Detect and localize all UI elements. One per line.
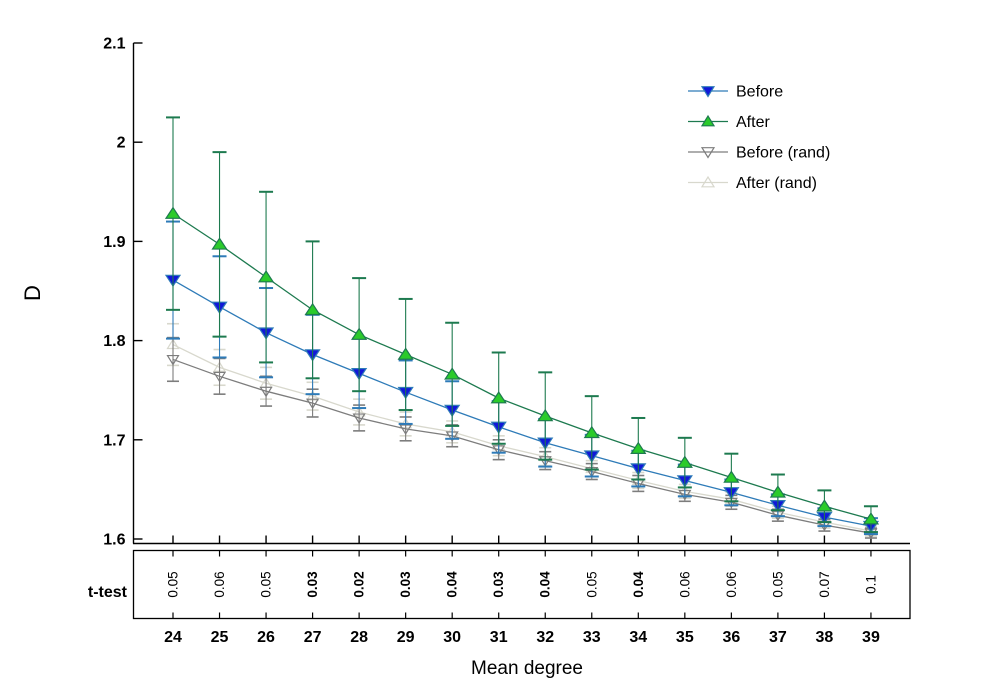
data-point-marker <box>816 499 833 512</box>
data-point-marker <box>304 302 321 316</box>
data-point-marker <box>259 386 273 398</box>
data-point-marker <box>212 371 227 383</box>
x-tick-label: 32 <box>536 629 554 646</box>
data-point-marker <box>166 354 180 366</box>
x-tick-label: 33 <box>583 629 601 646</box>
x-tick-label: 37 <box>769 629 787 646</box>
t-test-value: 0.05 <box>770 571 785 597</box>
y-tick-label: 1.9 <box>103 234 125 251</box>
data-point-marker <box>351 327 368 340</box>
t-test-value: 0.07 <box>817 571 832 597</box>
data-point-marker <box>769 485 787 498</box>
data-point-marker <box>490 391 507 404</box>
t-test-box <box>132 549 911 620</box>
y-tick-label: 2.1 <box>103 36 125 53</box>
t-test-value: 0.06 <box>677 571 692 597</box>
data-point-marker <box>862 512 880 525</box>
x-tick-label: 39 <box>862 629 880 646</box>
x-tick-label: 34 <box>629 629 647 646</box>
y-tick-label: 1.8 <box>103 333 125 350</box>
t-test-value: 0.06 <box>724 571 739 597</box>
data-point-marker <box>723 470 740 483</box>
axes: 1.6 1.7 1.8 1.9 2 2.1 24 25 26 27 28 29 30 31 32 33 34 35… <box>20 36 910 679</box>
t-test-value: 0.03 <box>305 571 320 598</box>
legend-marker-triangle-down <box>700 86 716 98</box>
data-point-marker <box>352 413 366 425</box>
t-test-value: 0.06 <box>212 571 227 597</box>
t-test-label: t-test <box>88 584 128 601</box>
x-tick-label: 27 <box>304 629 322 646</box>
legend-item-before-rand: Before (rand) <box>688 145 830 162</box>
t-test-value: 0.05 <box>259 571 274 597</box>
t-test-value: 0.02 <box>352 571 367 597</box>
x-tick-label: 38 <box>816 629 834 646</box>
data-point-marker <box>257 270 275 283</box>
legend-item-after: After <box>688 114 770 131</box>
series-line <box>172 358 872 534</box>
legend-marker-triangle-down <box>700 147 716 159</box>
legend: Before After Before (rand) After (rand) <box>688 84 830 192</box>
data-point-marker <box>211 237 228 250</box>
series-after-rand <box>166 322 878 537</box>
x-tick-label: 25 <box>211 629 229 646</box>
t-test-panel: t-test 0.05 0.06 0.05 0.03 0.02 0.03 0.04 0.03 0.… <box>88 549 911 620</box>
data-point-marker <box>583 425 600 439</box>
x-tick-label: 29 <box>397 629 415 646</box>
legend-marker-triangle-up <box>700 175 716 188</box>
data-point-marker <box>444 367 461 380</box>
series-line <box>172 279 872 527</box>
legend-item-after-rand: After (rand) <box>688 175 817 192</box>
t-test-value: 0.05 <box>584 571 599 597</box>
x-tick-label: 28 <box>350 629 368 646</box>
x-tick-label: 36 <box>722 629 740 646</box>
data-point-marker <box>164 206 182 219</box>
t-test-value: 0.04 <box>631 571 646 598</box>
t-test-value: 0.1 <box>863 575 878 594</box>
data-point-marker <box>306 398 320 410</box>
series-line <box>172 213 872 520</box>
y-tick-label: 2 <box>117 135 126 152</box>
y-axis-title: D <box>20 285 45 301</box>
data-point-marker <box>397 347 414 360</box>
x-tick-label: 24 <box>164 629 182 646</box>
legend-label: Before <box>736 84 783 101</box>
t-test-value: 0.04 <box>538 571 553 598</box>
x-tick-label: 26 <box>257 629 275 646</box>
data-point-marker <box>676 455 693 468</box>
x-tick-label: 31 <box>490 629 508 646</box>
series-after <box>164 116 880 534</box>
series-before-rand <box>166 336 878 540</box>
legend-label: Before (rand) <box>736 145 830 162</box>
t-test-value: 0.03 <box>491 571 506 598</box>
data-point-marker <box>537 408 554 422</box>
series-line <box>172 343 872 532</box>
series-before <box>164 220 880 536</box>
t-test-value: 0.05 <box>166 571 181 597</box>
y-tick-label: 1.6 <box>103 532 125 549</box>
data-point-marker <box>630 441 647 455</box>
data-point-marker <box>399 424 413 436</box>
x-tick-label: 35 <box>676 629 694 646</box>
x-tick-label: 30 <box>443 629 461 646</box>
legend-label: After <box>736 114 770 131</box>
t-test-value: 0.03 <box>398 571 413 598</box>
y-tick-label: 1.7 <box>103 432 125 449</box>
t-test-value: 0.04 <box>445 571 460 598</box>
legend-marker-triangle-up <box>700 114 716 127</box>
legend-item-before: Before <box>688 84 783 101</box>
legend-label: After (rand) <box>736 175 817 192</box>
x-axis-title: Mean degree <box>471 658 583 679</box>
